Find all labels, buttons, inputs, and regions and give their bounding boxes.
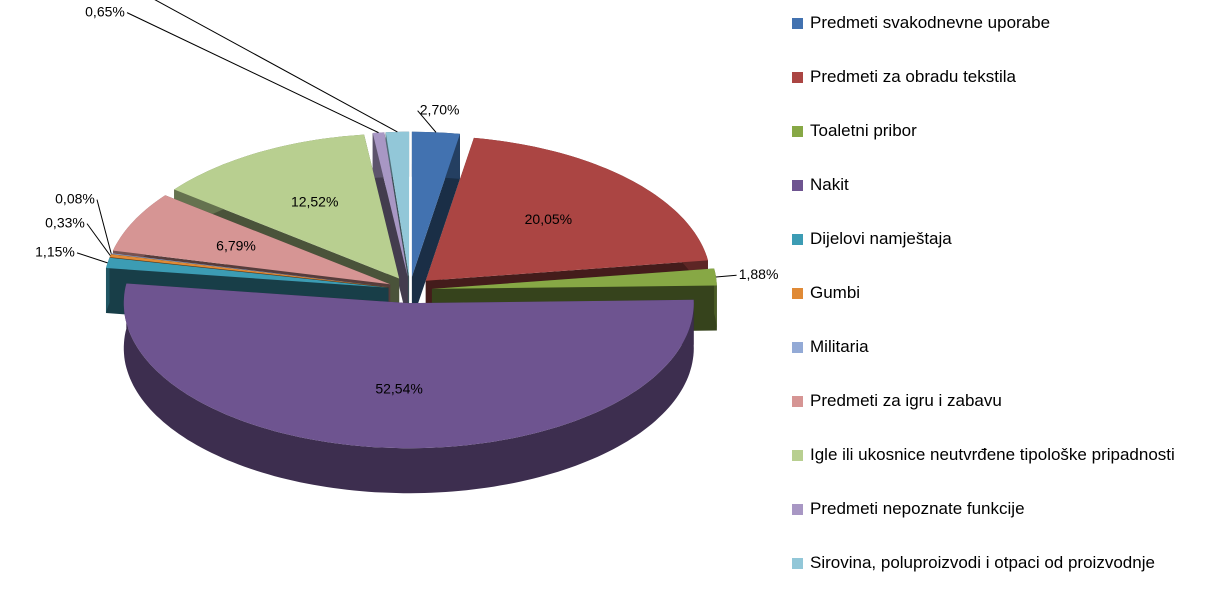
legend-item: Nakit — [792, 174, 1207, 228]
page: 2,70% 20,05% 1,88% 52,54% 1,15% 0,33% 0,08% 6,7… — [0, 0, 1212, 577]
legend-item: Sirovina, poluproizvodi i otpaci od proi… — [792, 552, 1207, 606]
legend-swatch — [792, 126, 803, 137]
legend-label: Predmeti nepoznate funkcije — [810, 498, 1025, 520]
legend-swatch — [792, 342, 803, 353]
legend-label: Toaletni pribor — [810, 120, 917, 142]
slice — [426, 138, 708, 281]
legend-label: Nakit — [810, 174, 849, 196]
leader-line — [77, 253, 108, 263]
legend-swatch — [792, 396, 803, 407]
legend-label: Dijelovi namještaja — [810, 228, 952, 250]
legend: Predmeti svakodnevne uporabe Predmeti za … — [792, 12, 1207, 606]
legend-item: Predmeti za igru i zabavu — [792, 390, 1207, 444]
legend-item: Militaria — [792, 336, 1207, 390]
legend-swatch — [792, 558, 803, 569]
data-label: 1,15% — [35, 244, 75, 260]
data-label: 6,79% — [216, 237, 256, 253]
legend-swatch — [792, 450, 803, 461]
data-label: 52,54% — [375, 381, 422, 397]
legend-item: Predmeti svakodnevne uporabe — [792, 12, 1207, 66]
legend-item: Predmeti nepoznate funkcije — [792, 498, 1207, 552]
data-label: 0,65% — [85, 3, 125, 19]
leader-line — [97, 200, 111, 254]
chart: 2,70% 20,05% 1,88% 52,54% 1,15% 0,33% 0,08% 6,7… — [0, 0, 780, 577]
legend-label: Predmeti svakodnevne uporabe — [810, 12, 1050, 34]
legend-label: Predmeti za igru i zabavu — [810, 390, 1002, 412]
leader-line — [137, 0, 397, 132]
data-label: 12,52% — [291, 194, 338, 210]
legend-swatch — [792, 234, 803, 245]
legend-swatch — [792, 72, 803, 83]
legend-swatch — [792, 288, 803, 299]
legend-swatch — [792, 504, 803, 515]
leader-line — [716, 275, 737, 277]
data-label: 0,08% — [55, 190, 95, 206]
legend-swatch — [792, 18, 803, 29]
legend-label: Igle ili ukosnice neutvrđene tipološke p… — [810, 444, 1175, 466]
legend-item: Dijelovi namještaja — [792, 228, 1207, 282]
legend-swatch — [792, 180, 803, 191]
data-label: 2,70% — [420, 101, 460, 117]
data-label: 1,88% — [739, 266, 779, 282]
legend-label: Predmeti za obradu tekstila — [810, 66, 1016, 88]
legend-item: Predmeti za obradu tekstila — [792, 66, 1207, 120]
legend-item: Toaletni pribor — [792, 120, 1207, 174]
legend-item: Igle ili ukosnice neutvrđene tipološke p… — [792, 444, 1207, 498]
legend-label: Sirovina, poluproizvodi i otpaci od proi… — [810, 552, 1155, 574]
data-label: 20,05% — [525, 211, 572, 227]
data-label: 0,33% — [45, 214, 85, 230]
legend-item: Gumbi — [792, 282, 1207, 336]
legend-label: Gumbi — [810, 282, 860, 304]
leader-line — [127, 13, 379, 133]
legend-label: Militaria — [810, 336, 869, 358]
leader-line — [87, 224, 110, 256]
